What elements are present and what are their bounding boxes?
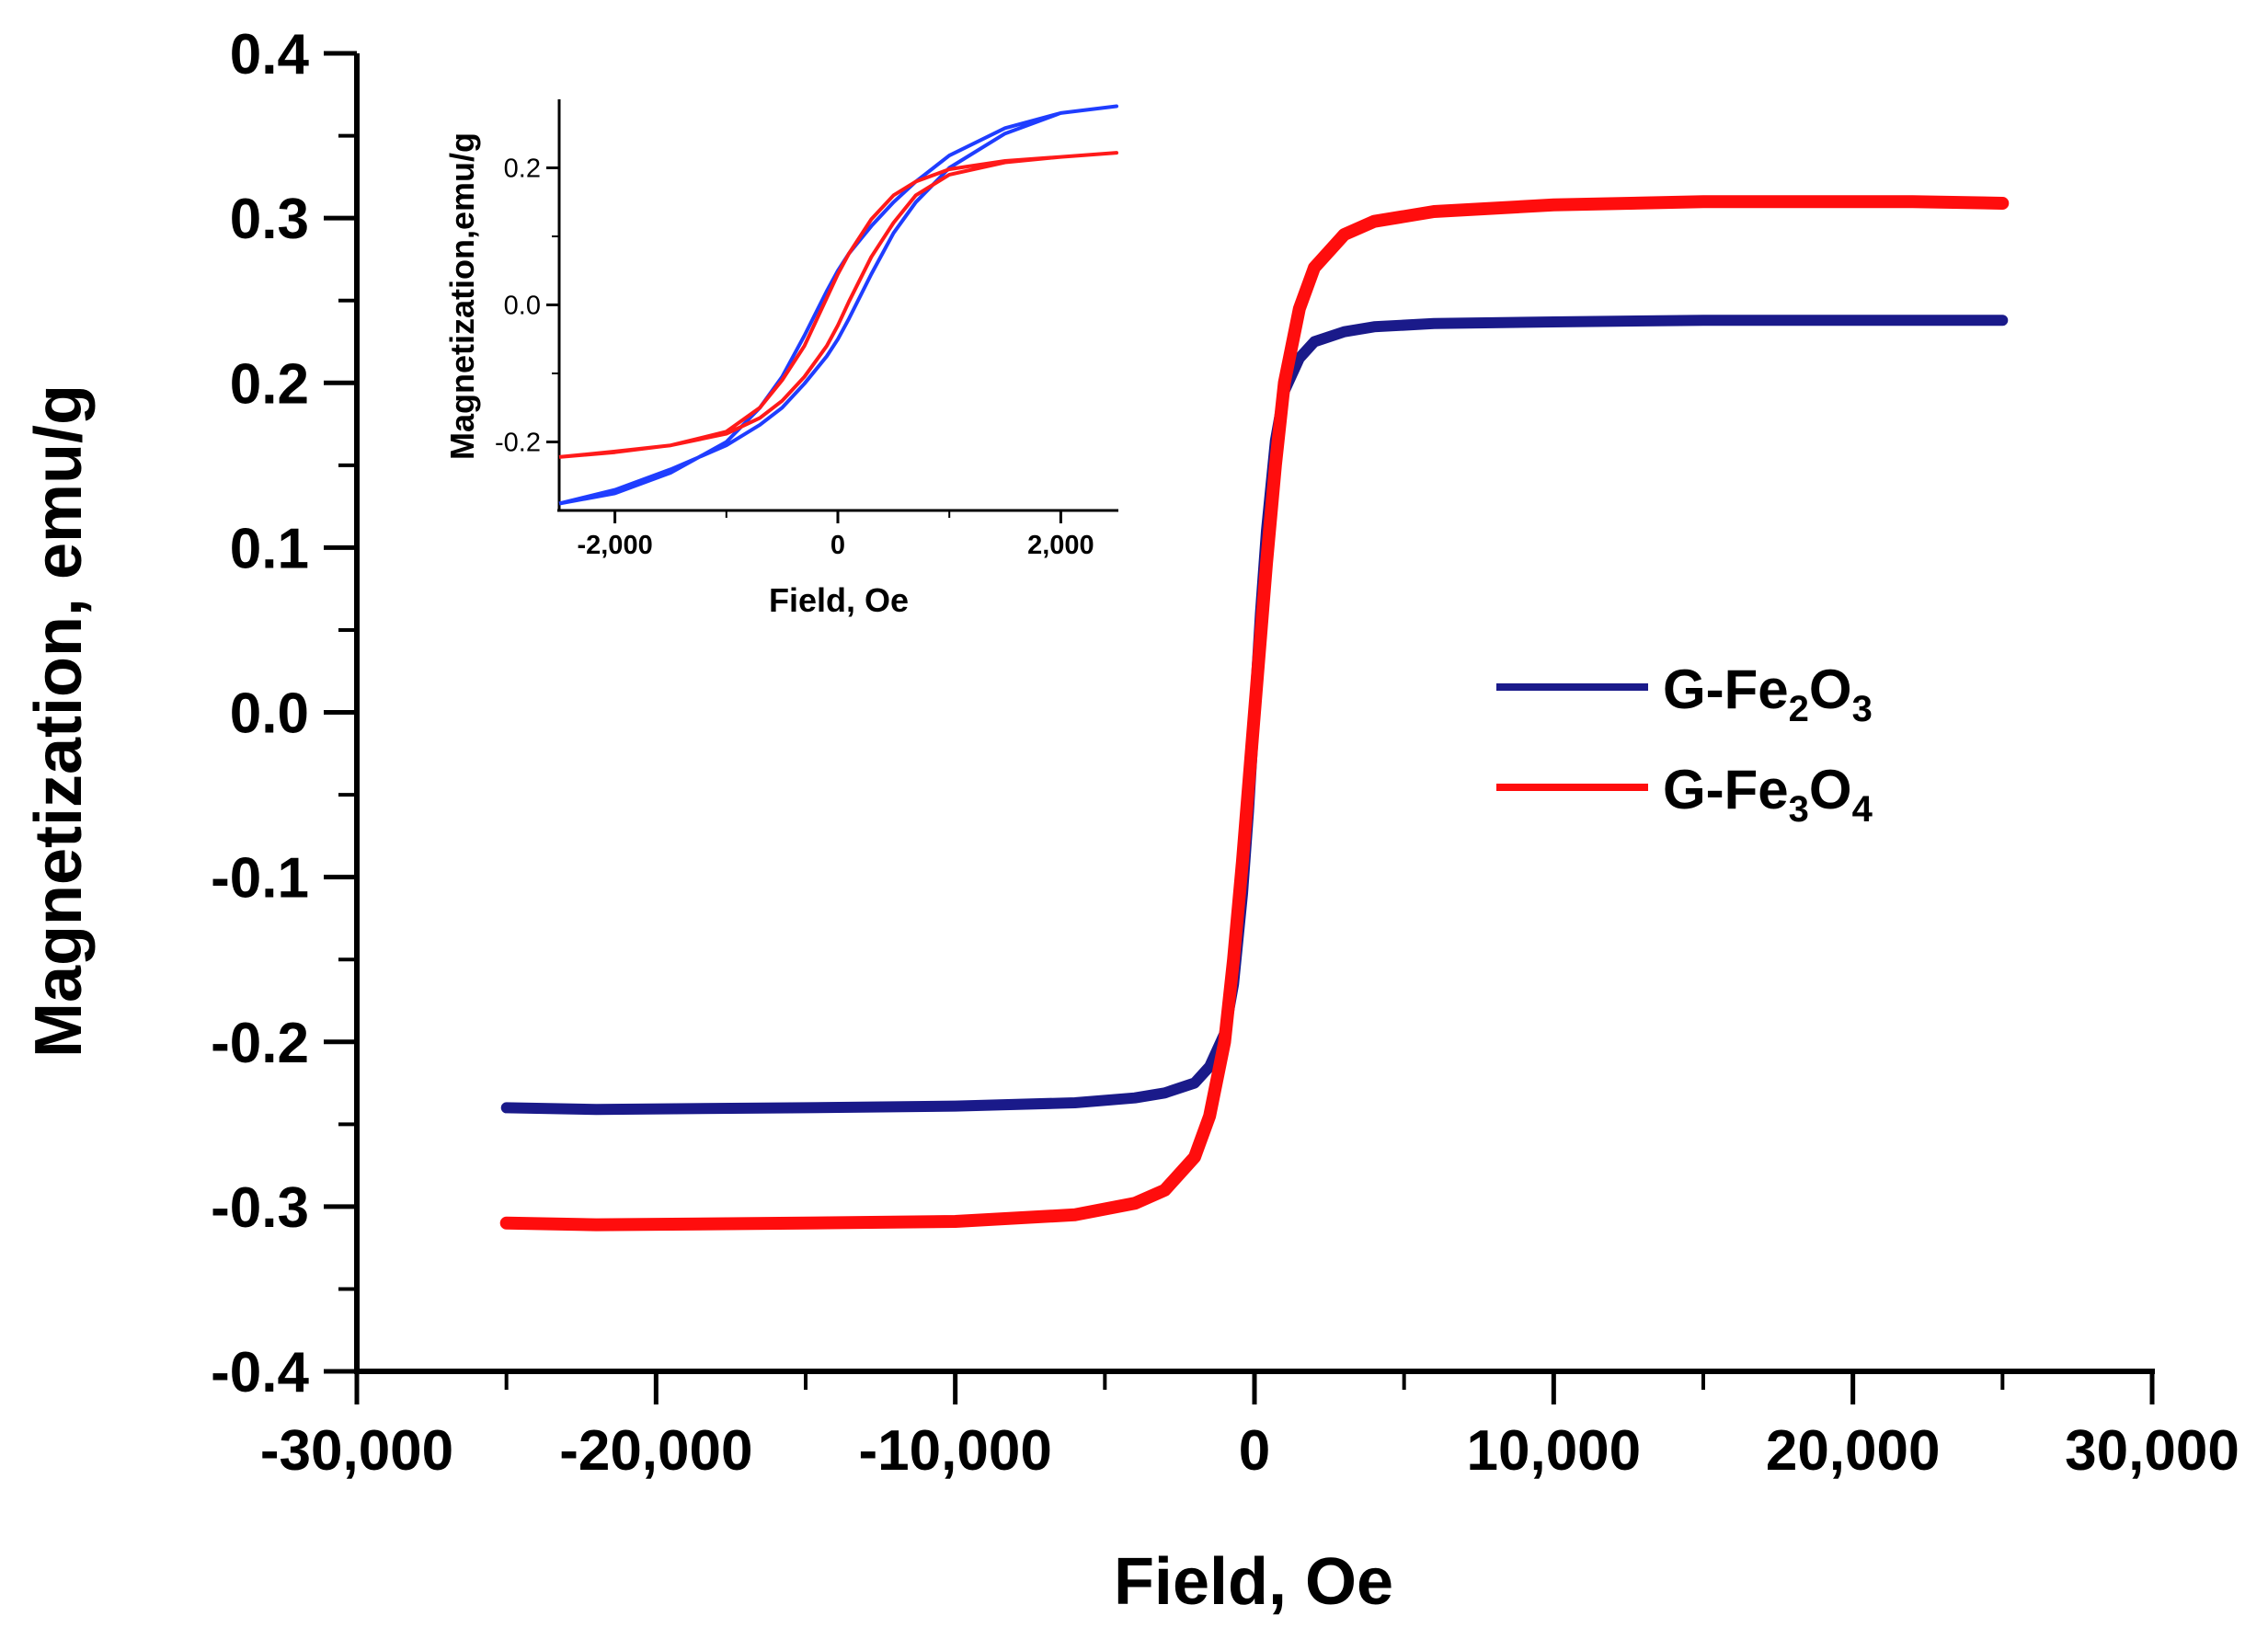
main-x-tick-label: -20,000 <box>559 1419 752 1483</box>
main-y-tick-label: -0.2 <box>211 1012 309 1075</box>
main-y-axis-label: Magnetization, emu/g <box>22 384 96 1058</box>
inset-series-line-g-fe2o3 <box>558 104 1118 506</box>
inset-x-tick-label: -2,000 <box>577 531 652 560</box>
main-series-group <box>499 195 2010 1232</box>
main-x-tick-label: 20,000 <box>1766 1419 1941 1483</box>
inset-y-axis-label: Magnetization,emu/g <box>443 132 481 460</box>
inset-x-axis-label: Field, Oe <box>769 581 909 619</box>
inset-series-group <box>558 104 1118 506</box>
main-x-tick-label: 30,000 <box>2065 1419 2239 1483</box>
main-x-tick-label: 10,000 <box>1467 1419 1642 1483</box>
main-y-tick-label: 0.2 <box>230 352 309 416</box>
main-y-tick-label: 0.3 <box>230 188 309 251</box>
main-x-tick-label: 0 <box>1239 1419 1270 1483</box>
legend-label-g-fe2o3: G-Fe2O3 <box>1663 659 1873 729</box>
inset-series-line-g-fe3o4 <box>558 151 1118 459</box>
main-y-tick-label: 0.0 <box>230 682 309 746</box>
legend-label-g-fe3o4: G-Fe3O4 <box>1663 759 1873 830</box>
inset-x-tick-label: 2,000 <box>1027 531 1094 560</box>
inset-y-tick-label: -0.2 <box>495 429 541 458</box>
main-series-line-g-fe3o4 <box>499 195 2010 1232</box>
main-x-ticks: -30,000 -20,000 -10,000 0 10,000 20,000 30,000 <box>260 1371 2239 1483</box>
main-y-tick-label: -0.4 <box>211 1341 309 1404</box>
main-y-tick-label: 0.1 <box>230 517 309 580</box>
inset-chart: -0.2 0.0 0.2 -2,000 0 2,000 Field, Oe Magnet… <box>443 99 1118 619</box>
main-y-ticks: -0.4 -0.3 -0.2 -0.1 0.0 0.1 0.2 0.3 0.4 <box>211 23 357 1404</box>
inset-y-tick-label: 0.2 <box>504 155 541 184</box>
main-x-tick-label: -30,000 <box>260 1419 453 1483</box>
inset-y-tick-label: 0.0 <box>504 292 541 321</box>
main-x-tick-label: -10,000 <box>859 1419 1052 1483</box>
inset-y-ticks: -0.2 0.0 0.2 <box>495 155 559 458</box>
inset-x-ticks: -2,000 0 2,000 <box>577 510 1094 560</box>
legend: G-Fe2O3 G-Fe3O4 <box>1496 659 1873 830</box>
main-x-axis-label: Field, Oe <box>1114 1545 1393 1619</box>
main-y-tick-label: -0.1 <box>211 847 309 911</box>
main-y-tick-label: -0.3 <box>211 1176 309 1240</box>
main-y-tick-label: 0.4 <box>230 23 310 86</box>
main-axes: -0.4-0.3-0.2-0.10.00.10.20.30.4 -30,000-… <box>211 23 2239 1483</box>
inset-x-tick-label: 0 <box>830 531 845 560</box>
